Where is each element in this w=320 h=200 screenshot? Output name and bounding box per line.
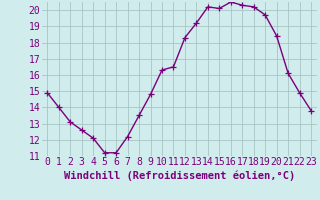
X-axis label: Windchill (Refroidissement éolien,°C): Windchill (Refroidissement éolien,°C) <box>64 170 295 181</box>
